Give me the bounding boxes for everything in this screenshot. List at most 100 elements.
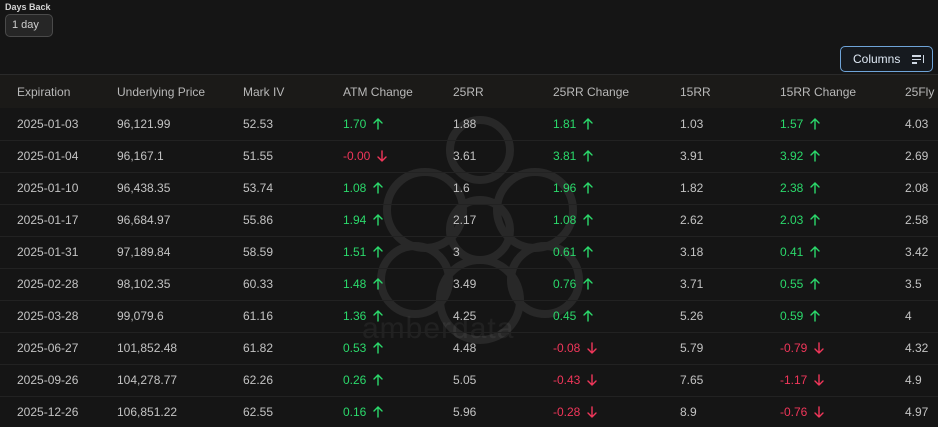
cell-atm: 1.70: [343, 117, 384, 131]
table-row[interactable]: 2025-02-28 98,102.35 60.33 1.48 3.49 0.76 3.71…: [0, 268, 938, 301]
cell-value: 58.59: [243, 245, 274, 259]
cell-value: 99,079.6: [117, 309, 164, 323]
columns-button[interactable]: Columns: [840, 46, 933, 72]
arrow-down-icon: [814, 342, 825, 354]
cell-value: 1.70: [343, 117, 367, 131]
cell-value: 4.25: [453, 309, 477, 323]
cell-value: 96,167.1: [117, 149, 164, 163]
cell-value: 2.69: [905, 149, 929, 163]
cell-rr15: 5.26: [680, 309, 703, 323]
cell-expiration: 2025-09-26: [17, 373, 78, 387]
table-row[interactable]: 2025-03-28 99,079.6 61.16 1.36 4.25 0.45 5.26 0…: [0, 300, 938, 333]
cell-fly25: 4.97: [905, 405, 928, 419]
cell-value: 5.05: [453, 373, 477, 387]
cell-rr25c: 1.96: [553, 181, 594, 195]
column-header[interactable]: Mark IV: [243, 85, 285, 99]
arrow-up-icon: [373, 342, 384, 354]
cell-rr15: 3.71: [680, 277, 703, 291]
arrow-up-icon: [373, 310, 384, 322]
arrow-up-icon: [810, 246, 821, 258]
table-row[interactable]: 2025-01-10 96,438.35 53.74 1.08 1.6 1.96 1.82 2…: [0, 172, 938, 205]
cell-rr25: 5.05: [453, 373, 476, 387]
cell-value: 104,278.77: [117, 373, 178, 387]
arrow-down-icon: [814, 374, 825, 386]
cell-value: 2.03: [780, 213, 804, 227]
cell-value: 1.96: [553, 181, 577, 195]
cell-value: 2025-01-03: [17, 117, 79, 131]
cell-mark-iv: 51.55: [243, 149, 273, 163]
cell-rr25c: -0.28: [553, 405, 598, 419]
cell-value: 3.49: [453, 277, 477, 291]
cell-value: 51.55: [243, 149, 274, 163]
cell-value: 1.94: [343, 213, 367, 227]
cell-atm: 0.16: [343, 405, 384, 419]
cell-value: 1.6: [453, 181, 470, 195]
cell-rr15c: 1.57: [780, 117, 821, 131]
cell-fly25: 4.9: [905, 373, 922, 387]
days-back-select[interactable]: 1 day: [5, 14, 53, 37]
column-header[interactable]: 25Fly: [905, 85, 935, 99]
cell-rr15: 3.91: [680, 149, 703, 163]
cell-value: 3.71: [680, 277, 704, 291]
cell-atm: 1.94: [343, 213, 384, 227]
cell-value: 4.48: [453, 341, 477, 355]
cell-mark-iv: 61.82: [243, 341, 273, 355]
column-header[interactable]: 25RR Change: [553, 85, 630, 99]
column-header[interactable]: 25RR: [453, 85, 484, 99]
table-row[interactable]: 2025-09-26 104,278.77 62.26 0.26 5.05 -0.43 7.…: [0, 364, 938, 397]
cell-mark-iv: 61.16: [243, 309, 273, 323]
cell-value: 3.42: [905, 245, 929, 259]
table-row[interactable]: 2025-12-26 106,851.22 62.55 0.16 5.96 -0.28 8.…: [0, 396, 938, 427]
column-header[interactable]: 15RR: [680, 85, 711, 99]
arrow-down-icon: [814, 406, 825, 418]
cell-value: 2.62: [680, 213, 704, 227]
cell-value: 2025-12-26: [17, 405, 79, 419]
column-header[interactable]: Expiration: [17, 85, 71, 99]
cell-value: 1.81: [553, 117, 577, 131]
table-row[interactable]: 2025-01-03 96,121.99 52.53 1.70 1.88 1.81 1.03…: [0, 108, 938, 141]
cell-price: 104,278.77: [117, 373, 177, 387]
cell-value: 0.59: [780, 309, 804, 323]
cell-expiration: 2025-01-04: [17, 149, 78, 163]
column-header[interactable]: 15RR Change: [780, 85, 857, 99]
cell-value: 96,438.35: [117, 181, 171, 195]
cell-atm: -0.00: [343, 149, 388, 163]
cell-value: 5.26: [680, 309, 704, 323]
cell-value: 0.53: [343, 341, 367, 355]
table-row[interactable]: 2025-06-27 101,852.48 61.82 0.53 4.48 -0.08 5.…: [0, 332, 938, 365]
cell-value: 0.41: [780, 245, 804, 259]
arrow-up-icon: [583, 214, 594, 226]
arrow-up-icon: [583, 182, 594, 194]
arrow-up-icon: [373, 374, 384, 386]
cell-value: 1.51: [343, 245, 367, 259]
cell-value: 1.82: [680, 181, 704, 195]
cell-mark-iv: 58.59: [243, 245, 273, 259]
cell-value: 3.81: [553, 149, 577, 163]
column-header[interactable]: ATM Change: [343, 85, 413, 99]
cell-value: 0.76: [553, 277, 577, 291]
cell-value: 5.96: [453, 405, 477, 419]
cell-value: 62.26: [243, 373, 274, 387]
cell-value: 2.58: [905, 213, 929, 227]
cell-price: 97,189.84: [117, 245, 170, 259]
table-row[interactable]: 2025-01-04 96,167.1 51.55 -0.00 3.61 3.81 3.91…: [0, 140, 938, 173]
arrow-down-icon: [587, 406, 598, 418]
cell-value: 1.36: [343, 309, 367, 323]
arrow-up-icon: [810, 310, 821, 322]
column-header[interactable]: Underlying Price: [117, 85, 206, 99]
cell-value: 0.26: [343, 373, 367, 387]
table-header: Expiration Underlying Price Mark IV ATM Cha…: [0, 75, 938, 108]
table-row[interactable]: 2025-01-17 96,684.97 55.86 1.94 2.17 1.08 2.62…: [0, 204, 938, 237]
cell-rr15: 8.9: [680, 405, 697, 419]
cell-value: 4.97: [905, 405, 929, 419]
cell-price: 98,102.35: [117, 277, 170, 291]
cell-value: 3.5: [905, 277, 922, 291]
cell-value: 61.16: [243, 309, 274, 323]
cell-price: 106,851.22: [117, 405, 177, 419]
cell-value: 2025-03-28: [17, 309, 79, 323]
table-row[interactable]: 2025-01-31 97,189.84 58.59 1.51 3 0.61 3.18 0.4…: [0, 236, 938, 269]
cell-value: 60.33: [243, 277, 274, 291]
cell-value: 98,102.35: [117, 277, 171, 291]
cell-value: 53.74: [243, 181, 274, 195]
